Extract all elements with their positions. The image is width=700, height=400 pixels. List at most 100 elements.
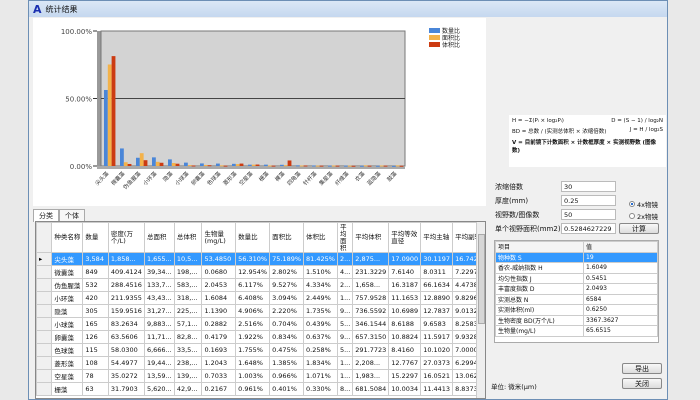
row-selector[interactable] xyxy=(36,369,53,383)
row-selector[interactable] xyxy=(36,304,53,318)
table-cell: 6.408% xyxy=(235,291,271,305)
table-row[interactable]: 空星藻 78 35.0272 13,59... 139,... 0.7033 1.003% 0… xyxy=(36,369,485,383)
table-cell: 2.516% xyxy=(235,317,271,331)
row-selector[interactable] xyxy=(36,343,53,357)
radio-4x[interactable]: 4x物镜 xyxy=(629,199,658,209)
table-cell: 17.0900 xyxy=(388,252,422,266)
concentration-input[interactable]: 30 xyxy=(561,181,616,192)
results-row[interactable]: 实测总数 N 6584 xyxy=(495,293,658,305)
column-header[interactable]: 数量 xyxy=(82,222,109,253)
table-row[interactable]: 隐藻 305 159.9516 31,27... 225,... 1.1390 4.906%… xyxy=(36,304,485,318)
table-cell: 2.449% xyxy=(303,291,338,305)
column-header[interactable]: 平均体积 xyxy=(352,222,390,253)
table-row[interactable]: 菱形藻 108 54.4977 19,44... 238,... 1.2043 1.648%… xyxy=(36,356,485,370)
row-selector[interactable] xyxy=(36,382,53,396)
column-header[interactable]: 密度(万个/L) xyxy=(107,222,145,253)
table-cell: 1.1390 xyxy=(201,304,237,318)
tab-individual[interactable]: 个体 xyxy=(59,209,85,222)
bar-体积比 xyxy=(143,160,148,166)
row-selector[interactable] xyxy=(36,278,53,292)
table-cell: 0.834% xyxy=(269,330,305,344)
table-cell: 1... xyxy=(336,291,354,305)
table-cell: 0.330% xyxy=(303,382,338,396)
table-cell: 657.3150 xyxy=(352,330,390,344)
column-header[interactable]: 面积比 xyxy=(269,222,305,253)
bar-数量比 xyxy=(232,163,236,166)
table-cell: 0.637% xyxy=(303,330,338,344)
table-cell: 305 xyxy=(82,304,109,318)
table-cell: 8.4160 xyxy=(388,343,422,357)
x-tick-label: 卵囊藻 xyxy=(189,169,207,187)
table-row[interactable]: 小球藻 165 83.2634 9,883... 57,1... 0.2882 2.516%… xyxy=(36,317,485,331)
scroll-thumb[interactable] xyxy=(478,234,485,324)
table-row[interactable]: 伪鱼腥藻 532 288.4516 133,7... 583,... 2.0453 6.11… xyxy=(36,278,485,292)
results-row[interactable]: 香农-威纳指数 H 1.6049 xyxy=(495,262,658,274)
row-selector[interactable] xyxy=(36,291,53,305)
row-selector[interactable] xyxy=(36,356,53,370)
table-cell: 1.003% xyxy=(235,369,271,383)
close-button[interactable]: 关闭 xyxy=(622,378,662,389)
formula-box: H = −Σ(Pᵢ × log₂Pᵢ) D = (S − 1) / log₂N B… xyxy=(509,115,666,167)
results-row[interactable]: 实测体积(ml) 0.6250 xyxy=(495,304,658,316)
bar-面积比 xyxy=(171,163,176,166)
results-row[interactable]: 均匀性指数 J 0.5451 xyxy=(495,272,658,284)
row-selector[interactable]: ▸ xyxy=(36,252,53,266)
export-button[interactable]: 导出 xyxy=(622,363,662,374)
calculate-button[interactable]: 计算 xyxy=(619,223,659,234)
results-row[interactable]: 物种数 S 19 xyxy=(495,251,658,263)
column-header[interactable]: 种类名称 xyxy=(51,222,84,253)
column-header[interactable]: 平均等效直径 xyxy=(388,222,422,253)
bar-数量比 xyxy=(328,165,332,167)
unit-label: 单位: 微米(μm) xyxy=(491,383,537,391)
thickness-input[interactable]: 0.25 xyxy=(561,195,616,206)
area-input[interactable]: 0.5284627229 xyxy=(561,223,616,234)
table-cell: 10.6989 xyxy=(388,304,422,318)
table-cell: 33,5... xyxy=(173,343,203,357)
results-cell: 3367.3627 xyxy=(583,314,658,326)
table-cell: 0.258% xyxy=(303,343,338,357)
bar-数量比 xyxy=(200,163,204,166)
table-row[interactable]: 卵囊藻 126 63.5606 11,71... 82,8... 0.4179 1.922%… xyxy=(36,330,485,344)
x-tick-label: 衣藻 xyxy=(353,169,367,183)
table-row[interactable]: 微囊藻 849 409.4124 39,34... 198,... 0.0680 12.95… xyxy=(36,265,485,279)
results-row[interactable]: 生物密度 BD(万个/L) 3367.3627 xyxy=(495,314,658,326)
column-header[interactable]: 平均主轴 xyxy=(420,222,454,253)
bar-面积比 xyxy=(107,64,112,166)
results-row[interactable]: 生物量(mg/L) 65.6515 xyxy=(495,325,658,337)
results-row[interactable]: 丰富度指数 D 2.0493 xyxy=(495,283,658,295)
x-tick-label: 栅藻 xyxy=(257,169,271,183)
row-selector[interactable] xyxy=(36,265,53,279)
row-selector[interactable] xyxy=(36,330,53,344)
table-cell: 31.7903 xyxy=(107,382,145,396)
bar-面积比 xyxy=(139,153,144,166)
table-cell: 238,... xyxy=(173,356,203,370)
radio-2x[interactable]: 2x物镜 xyxy=(629,211,658,221)
column-header[interactable]: 平均面积 xyxy=(336,222,354,253)
bar-体积比 xyxy=(127,163,132,166)
table-row[interactable]: 栅藻 63 31.7903 5,620... 42,9... 0.2167 0.961% 0.… xyxy=(36,382,485,396)
column-header[interactable]: 总面积 xyxy=(143,222,175,253)
table-cell: 681.5084 xyxy=(352,382,390,396)
vertical-scrollbar[interactable] xyxy=(476,222,485,398)
column-header[interactable]: 体积比 xyxy=(303,222,338,253)
table-cell: 139,... xyxy=(173,369,203,383)
x-tick-label: 小球藻 xyxy=(173,169,191,187)
table-cell: 16.0521 xyxy=(420,369,454,383)
column-header[interactable]: 总体积 xyxy=(173,222,203,253)
table-cell: 4.906% xyxy=(235,304,271,318)
table-row[interactable]: 色球藻 115 58.0300 6,666... 33,5... 0.1693 1.755%… xyxy=(36,343,485,357)
table-row[interactable]: ▸ 尖头藻 3,584 1,858... 1,655... 10,5... 53.4850 5… xyxy=(36,252,485,266)
column-header[interactable]: 生物量(mg/L) xyxy=(201,222,237,253)
table-cell: 1,858... xyxy=(107,252,145,266)
fields-input[interactable]: 50 xyxy=(561,209,616,220)
row-selector[interactable] xyxy=(36,317,53,331)
table-cell: 53.4850 xyxy=(201,252,237,266)
table-cell: 583,... xyxy=(173,278,203,292)
column-header[interactable]: 数量比 xyxy=(235,222,271,253)
table-row[interactable]: 小环藻 420 211.9355 43,43... 318,... 1.6084 6.408… xyxy=(36,291,485,305)
bar-面积比 xyxy=(347,165,352,167)
table-cell: 6.117% xyxy=(235,278,271,292)
bar-数量比 xyxy=(376,165,380,167)
tab-classification[interactable]: 分类 xyxy=(33,209,59,222)
x-tick-label: 鼓藻 xyxy=(385,169,399,183)
